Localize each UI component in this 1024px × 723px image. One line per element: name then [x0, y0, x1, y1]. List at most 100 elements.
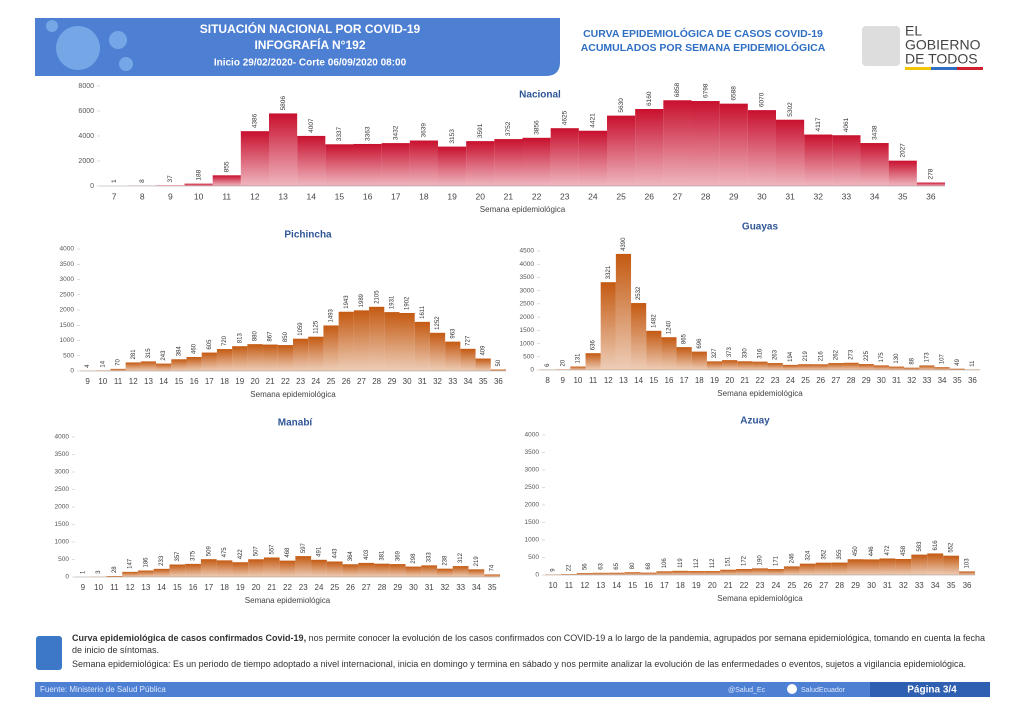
- y-tick-label: 2000: [60, 307, 75, 314]
- bar: [672, 570, 689, 575]
- x-tick-label: 11: [589, 376, 598, 385]
- bar: [959, 571, 975, 575]
- value-label: 190: [758, 555, 764, 566]
- bar: [949, 368, 965, 370]
- value-label: 6: [545, 363, 551, 367]
- value-label: 450: [853, 546, 859, 557]
- y-tick-label: 2500: [520, 301, 535, 308]
- bar: [171, 359, 187, 371]
- value-label: 4390: [621, 237, 627, 251]
- bar: [156, 363, 172, 371]
- bar: [122, 571, 138, 577]
- x-tick-label: 27: [362, 583, 371, 592]
- value-label: 273: [849, 349, 855, 360]
- x-tick-label: 24: [311, 377, 320, 386]
- value-label: 369: [395, 550, 401, 561]
- value-label: 315: [146, 348, 152, 359]
- x-tick-label: 9: [81, 583, 86, 592]
- x-tick-label: 9: [85, 377, 90, 386]
- x-tick-label: 31: [425, 583, 434, 592]
- value-label: 446: [869, 546, 875, 557]
- value-label: 3432: [392, 125, 399, 140]
- bar: [137, 570, 154, 577]
- bar: [460, 348, 476, 371]
- logo-text: EL: [905, 23, 922, 39]
- x-tick-label: 10: [194, 191, 204, 201]
- note-icon: [36, 636, 62, 670]
- x-tick-label: 17: [205, 377, 214, 386]
- x-tick-label: 11: [114, 377, 123, 386]
- x-tick-label: 22: [740, 581, 749, 590]
- value-label: 4: [85, 364, 91, 368]
- bar: [466, 141, 495, 186]
- x-tick-label: 17: [391, 191, 401, 201]
- logo-emblem: [862, 26, 900, 66]
- bar: [342, 564, 359, 577]
- notes: Curva epidemiológica de casos confirmado…: [72, 632, 992, 672]
- x-tick-label: 19: [692, 581, 701, 590]
- value-label: 262: [833, 349, 839, 360]
- header-dates: Inicio 29/02/2020- Corte 06/09/2020 08:0…: [214, 58, 407, 69]
- x-tick-label: 36: [494, 377, 503, 386]
- x-tick-label: 12: [604, 376, 613, 385]
- bar: [828, 363, 844, 370]
- logo-stripe: [931, 67, 957, 70]
- value-label: 507: [254, 546, 260, 557]
- bar: [688, 571, 705, 575]
- x-tick-label: 21: [267, 583, 276, 592]
- value-label: 720: [222, 335, 228, 346]
- x-tick-label: 31: [883, 581, 892, 590]
- value-label: 9: [551, 568, 557, 572]
- x-tick-label: 29: [387, 377, 396, 386]
- bar: [247, 344, 263, 371]
- x-tick-label: 20: [708, 581, 717, 590]
- bar: [185, 563, 201, 577]
- value-label: 194: [788, 351, 794, 362]
- bar: [384, 312, 400, 371]
- bar: [353, 310, 370, 371]
- logo-stripe: [957, 67, 983, 70]
- value-label: 263: [773, 349, 779, 360]
- value-label: 107: [940, 353, 946, 364]
- bar: [578, 130, 607, 186]
- bar: [888, 160, 917, 186]
- x-tick-label: 34: [472, 583, 481, 592]
- bar: [815, 562, 832, 575]
- y-tick-label: 1000: [525, 537, 540, 544]
- x-axis-label: Semana epidemiológica: [717, 389, 803, 398]
- note-text: Semana epidemiológica: Es un periodo de …: [72, 659, 967, 669]
- bar: [490, 369, 506, 371]
- x-tick-label: 13: [596, 581, 605, 590]
- chart-title: Pichincha: [284, 230, 332, 241]
- x-tick-label: 21: [504, 191, 514, 201]
- value-label: 5630: [618, 98, 625, 113]
- x-tick-label: 25: [330, 583, 339, 592]
- x-tick-label: 10: [94, 583, 103, 592]
- value-label: 63: [598, 562, 604, 569]
- bar: [169, 564, 186, 577]
- x-tick-label: 29: [393, 583, 402, 592]
- value-label: 616: [933, 540, 939, 551]
- x-tick-label: 23: [299, 583, 308, 592]
- x-tick-label: 27: [819, 581, 828, 590]
- note-text: nos permite conocer la evolución de los …: [72, 633, 985, 655]
- bar: [608, 572, 625, 575]
- x-tick-label: 25: [787, 581, 796, 590]
- bar: [570, 366, 586, 370]
- footer-facebook: SaludEcuador: [801, 687, 846, 694]
- footer-source: Fuente: Ministerio de Salud Pública: [40, 685, 166, 694]
- bar: [691, 101, 720, 186]
- y-tick-label: 1000: [60, 337, 75, 344]
- x-tick-label: 18: [676, 581, 685, 590]
- y-tick-label: 3500: [60, 261, 75, 268]
- x-tick-label: 26: [816, 376, 825, 385]
- bar: [873, 365, 889, 370]
- value-label: 352: [821, 549, 827, 560]
- value-label: 364: [348, 551, 354, 562]
- value-label: 357: [175, 551, 181, 562]
- x-tick-label: 18: [419, 191, 429, 201]
- value-label: 4007: [308, 118, 315, 133]
- bar: [752, 361, 768, 370]
- value-label: 131: [576, 353, 582, 364]
- x-tick-label: 35: [479, 377, 488, 386]
